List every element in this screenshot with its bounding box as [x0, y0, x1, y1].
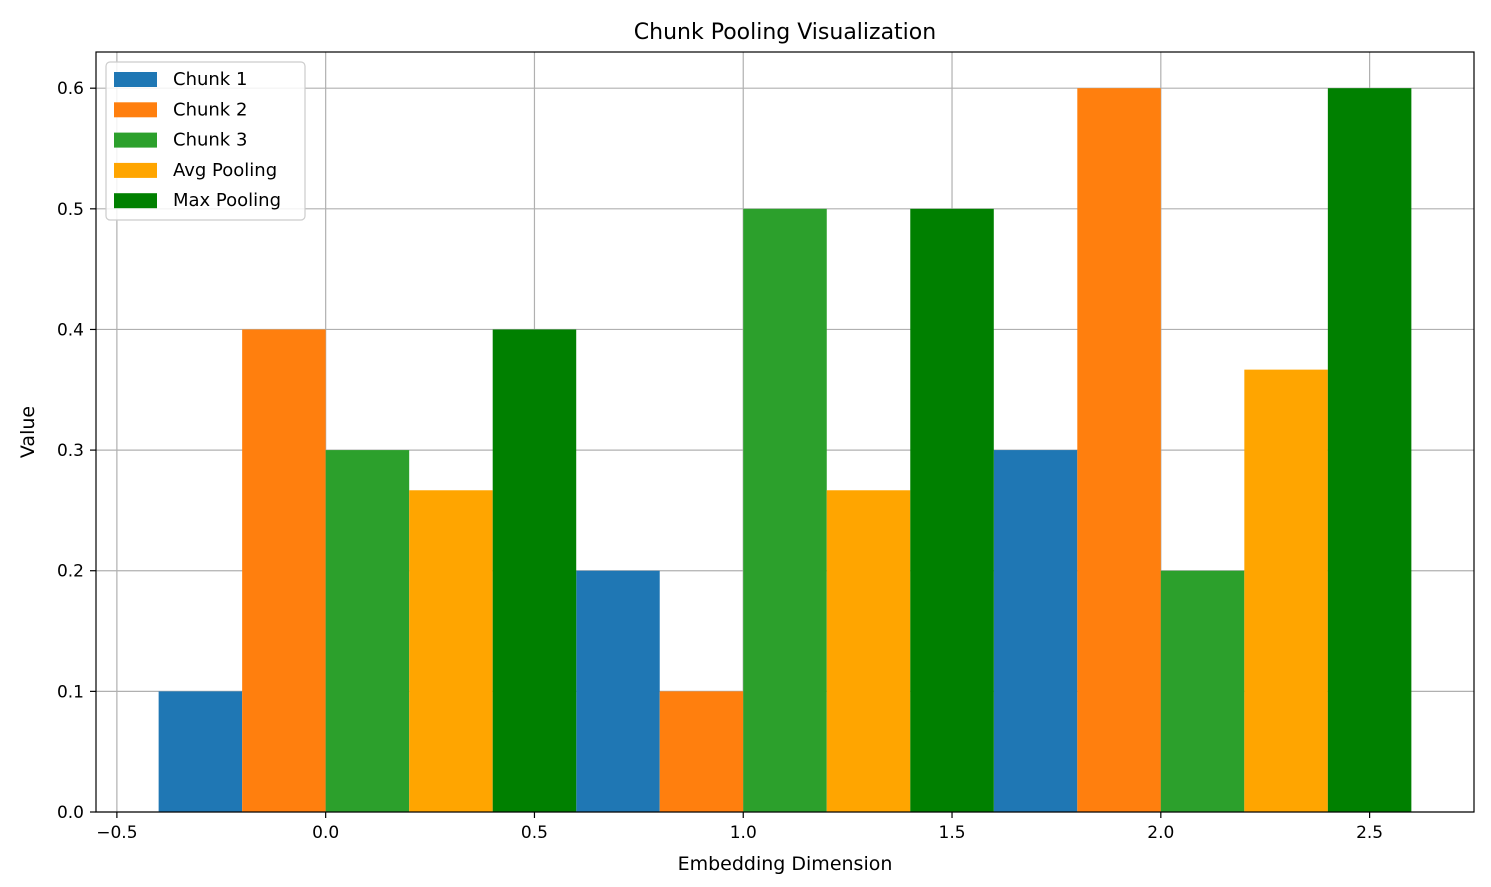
bar-chunk-1 — [993, 450, 1078, 812]
bar-avg-pooling — [409, 490, 493, 812]
legend-swatch — [114, 132, 157, 148]
bar-max-pooling — [910, 208, 994, 813]
y-tick-label: 0.5 — [57, 200, 84, 220]
legend-label: Max Pooling — [173, 190, 281, 211]
bars — [158, 88, 1412, 813]
bar-chunk-3 — [1160, 570, 1245, 812]
x-tick-label: 2.5 — [1356, 823, 1383, 843]
y-axis-label: Value — [17, 406, 39, 458]
bar-chunk-3 — [743, 208, 827, 813]
axis-ticks: −0.5 0.0 0.5 1.0 1.5 2.0 2.5 0.0 0.1 0.2 0.3 0.4 0.5… — [57, 79, 1383, 843]
y-tick-label: 0.6 — [57, 79, 84, 99]
legend-label: Chunk 1 — [173, 69, 247, 90]
x-tick-label: 2.0 — [1147, 823, 1174, 843]
bar-max-pooling — [492, 329, 577, 812]
legend-box — [105, 61, 306, 221]
legend-swatch — [114, 72, 157, 87]
chart-title: Chunk Pooling Visualization — [634, 20, 936, 45]
x-tick-label: 0.0 — [312, 823, 339, 843]
y-tick-label: 0.3 — [57, 441, 84, 461]
bar-chunk-2 — [659, 691, 744, 812]
bar-chunk-1 — [576, 570, 660, 812]
x-tick-label: −0.5 — [96, 823, 137, 843]
x-tick-label: 1.0 — [730, 823, 757, 843]
bar-chunk-2 — [242, 329, 326, 812]
legend-label: Chunk 3 — [173, 130, 247, 151]
legend-swatch — [114, 162, 157, 178]
bar-max-pooling — [1327, 88, 1412, 812]
legend: Chunk 1 Chunk 2 Chunk 3 Avg Pooling Max Pool… — [105, 61, 306, 221]
bar-chunk-1 — [158, 691, 243, 812]
bar-chunk-2 — [1077, 88, 1161, 812]
legend-swatch — [114, 102, 157, 118]
bar-avg-pooling — [826, 490, 911, 812]
x-tick-label: 0.5 — [521, 823, 548, 843]
y-tick-label: 0.2 — [57, 562, 84, 582]
x-axis-label: Embedding Dimension — [678, 853, 893, 875]
y-tick-label: 0.0 — [57, 803, 84, 823]
y-tick-label: 0.4 — [57, 320, 84, 340]
bar-chunk-3 — [325, 450, 410, 812]
x-tick-label: 1.5 — [939, 823, 966, 843]
bar-avg-pooling — [1244, 369, 1328, 812]
legend-swatch — [114, 193, 157, 209]
plot-frame — [95, 51, 1475, 813]
legend-label: Chunk 2 — [173, 99, 247, 120]
y-tick-label: 0.1 — [57, 682, 84, 702]
legend-label: Avg Pooling — [173, 160, 277, 181]
